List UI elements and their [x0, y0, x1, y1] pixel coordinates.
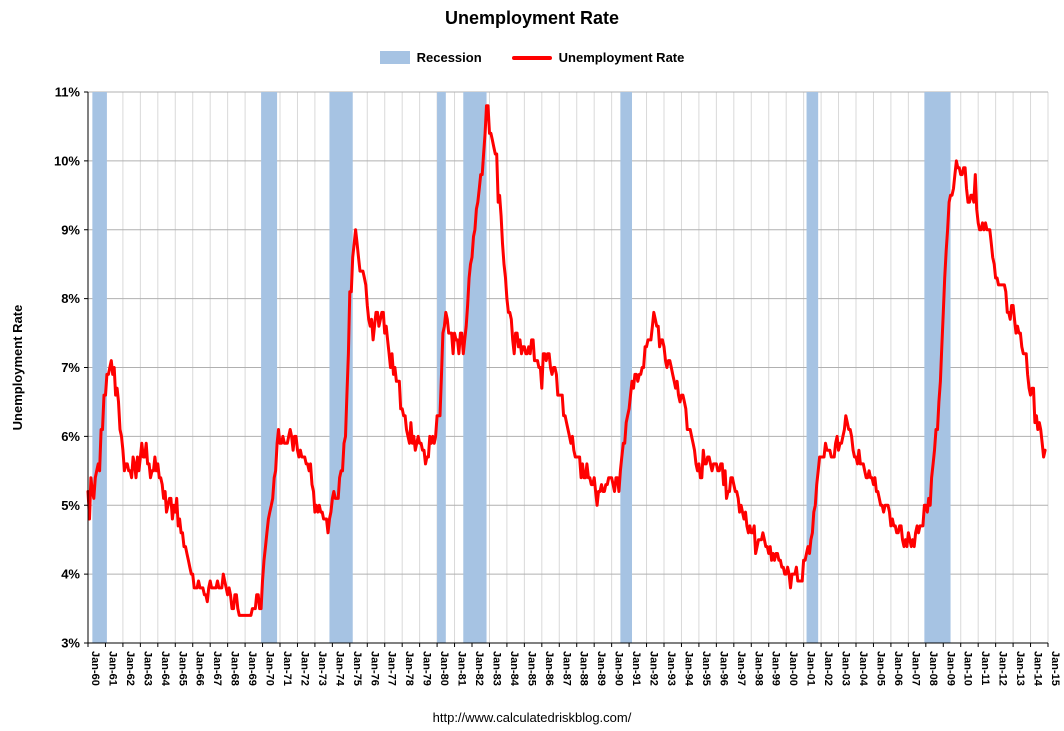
x-tick-label: Jan-08 [927, 651, 939, 686]
legend-item-unemployment: Unemployment Rate [511, 50, 685, 65]
x-tick-label: Jan-62 [124, 651, 136, 686]
x-tick-label: Jan-91 [630, 651, 642, 686]
y-tick-label: 4% [61, 567, 80, 582]
x-tick-label: Jan-75 [351, 651, 363, 686]
x-tick-label: Jan-61 [106, 651, 118, 686]
x-tick-label: Jan-77 [386, 651, 398, 686]
x-tick-label: Jan-89 [595, 651, 607, 686]
x-tick-label: Jan-94 [682, 651, 694, 687]
y-tick-label: 11% [55, 85, 81, 100]
y-tick-label: 7% [61, 360, 80, 375]
x-tick-label: Jan-67 [211, 651, 223, 686]
x-tick-label: Jan-99 [770, 651, 782, 686]
x-tick-label: Jan-87 [560, 651, 572, 686]
y-tick-label: 3% [61, 636, 80, 651]
x-tick-label: Jan-70 [264, 651, 276, 686]
x-tick-label: Jan-84 [508, 651, 520, 687]
x-tick-label: Jan-66 [194, 651, 206, 686]
recession-band [92, 92, 107, 643]
x-tick-label: Jan-72 [298, 651, 310, 686]
x-tick-label: Jan-64 [159, 651, 171, 687]
x-tick-label: Jan-76 [368, 651, 380, 686]
legend-recession-label: Recession [416, 50, 482, 65]
x-tick-label: Jan-12 [997, 651, 1009, 686]
recession-swatch [379, 51, 410, 64]
x-tick-label: Jan-95 [700, 651, 712, 686]
x-tick-label: Jan-81 [456, 651, 468, 686]
x-tick-label: Jan-80 [438, 651, 450, 686]
x-tick-label: Jan-74 [333, 651, 345, 687]
x-tick-label: Jan-97 [735, 651, 747, 686]
x-tick-label: Jan-10 [962, 651, 974, 686]
x-tick-label: Jan-06 [892, 651, 904, 686]
recession-band [329, 92, 353, 643]
legend-unemployment-label: Unemployment Rate [558, 50, 685, 65]
recession-band [924, 92, 951, 643]
x-tick-label: Jan-83 [490, 651, 502, 686]
x-tick-label: Jan-13 [1014, 651, 1026, 686]
x-tick-label: Jan-01 [805, 651, 817, 686]
recession-band [463, 92, 487, 643]
x-tick-label: Jan-65 [176, 651, 188, 686]
x-tick-label: Jan-79 [421, 651, 433, 686]
x-tick-label: Jan-04 [857, 651, 869, 687]
legend-item-recession: Recession [379, 50, 482, 65]
y-tick-label: 9% [61, 222, 80, 237]
unemployment-line-swatch [511, 55, 552, 60]
y-tick-label: 8% [61, 291, 80, 306]
x-tick-label: Jan-05 [874, 651, 886, 686]
chart-title: Unemployment Rate [444, 8, 620, 28]
x-tick-label: Jan-90 [613, 651, 625, 686]
x-tick-label: Jan-60 [89, 651, 101, 686]
x-tick-label: Jan-69 [246, 651, 258, 686]
x-tick-label: Jan-07 [909, 651, 921, 686]
x-tick-label: Jan-09 [944, 651, 956, 686]
x-tick-label: Jan-00 [787, 651, 799, 686]
x-tick-label: Jan-96 [717, 651, 729, 686]
recession-band [620, 92, 633, 643]
x-tick-label: Jan-14 [1032, 651, 1044, 687]
x-tick-label: Jan-78 [403, 651, 415, 686]
y-axis-title: Unemployment Rate [10, 305, 25, 431]
x-tick-label: Jan-85 [525, 651, 537, 686]
unemployment-rate-line [86, 104, 1047, 617]
x-tick-label: Jan-02 [822, 651, 834, 686]
x-tick-label: Jan-68 [229, 651, 241, 686]
x-tick-label: Jan-63 [141, 651, 153, 686]
recession-band [806, 92, 819, 643]
x-tick-label: Jan-93 [665, 651, 677, 686]
x-tick-label: Jan-88 [578, 651, 590, 686]
chart-legend: Recession Unemployment Rate [0, 50, 1064, 65]
y-tick-label: 5% [61, 498, 80, 513]
recession-band [261, 92, 278, 643]
x-tick-label: Jan-11 [979, 651, 991, 685]
x-tick-label: Jan-92 [648, 651, 660, 686]
x-tick-label: Jan-86 [543, 651, 555, 686]
x-tick-label: Jan-98 [752, 651, 764, 686]
y-tick-label: 6% [61, 429, 80, 444]
x-tick-label: Jan-03 [840, 651, 852, 686]
y-tick-label: 10% [54, 153, 80, 168]
x-tick-label: Jan-82 [473, 651, 485, 686]
x-tick-label: Jan-15 [1049, 651, 1061, 686]
x-tick-label: Jan-71 [281, 651, 293, 686]
x-tick-label: Jan-73 [316, 651, 328, 686]
source-url: http://www.calculatedriskblog.com/ [432, 710, 632, 725]
